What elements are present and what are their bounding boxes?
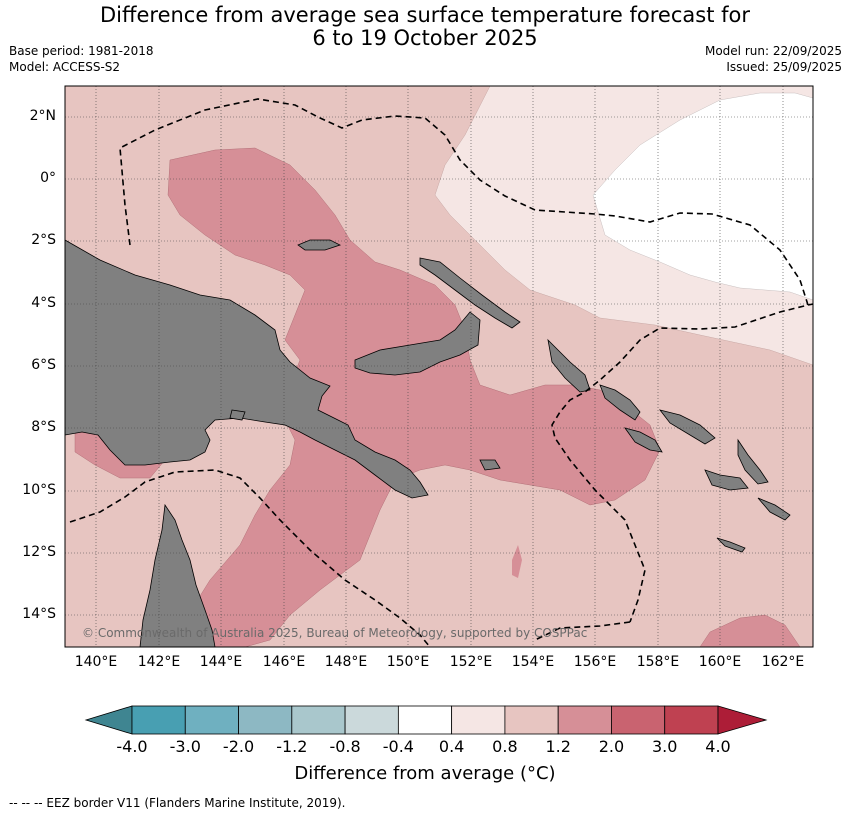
colorbar-segment xyxy=(131,705,186,735)
lat-label: 4°S xyxy=(31,295,56,311)
lon-label: 150°E xyxy=(386,654,430,670)
lat-label: 14°S xyxy=(22,606,56,622)
colorbar-tick-label: 1.2 xyxy=(545,737,571,756)
colorbar-tick-label: -0.4 xyxy=(382,737,414,756)
new-guinea-land xyxy=(65,239,429,499)
lat-label: 10°S xyxy=(22,482,56,498)
graticule xyxy=(65,86,813,647)
colorbar-title: Difference from average (°C) xyxy=(294,763,556,784)
lon-label: 142°E xyxy=(137,654,181,670)
colorbar-segment xyxy=(664,705,719,735)
colorbar-tick-label: -1.2 xyxy=(276,737,308,756)
title-line2: 6 to 19 October 2025 xyxy=(312,26,538,50)
anomaly-region-12-20 xyxy=(167,147,661,647)
colorbar-tick-label: 0.8 xyxy=(492,737,518,756)
colorbar-segment xyxy=(238,705,293,735)
lon-label: 158°E xyxy=(636,654,680,670)
eez-footnote: -- -- -- EEZ border V11 (Flanders Marine… xyxy=(9,796,346,810)
new-ireland-land xyxy=(419,257,521,329)
lon-label: 154°E xyxy=(511,654,555,670)
colorbar-segment xyxy=(611,705,666,735)
lat-label: 12°S xyxy=(22,544,56,560)
colorbar-extend-low xyxy=(84,705,133,735)
lon-label: 146°E xyxy=(262,654,306,670)
copyright-notice: © Commonwealth of Australia 2025, Bureau… xyxy=(82,626,588,640)
colorbar-tick-label: 3.0 xyxy=(651,737,678,756)
lon-label: 162°E xyxy=(761,654,805,670)
colorbar-tick-label: -3.0 xyxy=(169,737,201,756)
model-name: Model: ACCESS-S2 xyxy=(9,60,121,74)
colorbar-tick-label: 0.4 xyxy=(438,737,465,756)
lat-label: 0° xyxy=(40,170,56,186)
colorbar-tick-label: 2.0 xyxy=(598,737,625,756)
lon-label: 152°E xyxy=(449,654,493,670)
colorbar-segment xyxy=(291,705,346,735)
lon-label: 156°E xyxy=(573,654,617,670)
lat-label: 2°S xyxy=(31,232,56,248)
colorbar-segment xyxy=(397,705,453,735)
colorbar-extend-high xyxy=(717,705,768,735)
lat-label: 6°S xyxy=(31,357,56,373)
colorbar-tick-label: -0.8 xyxy=(329,737,361,756)
colorbar-segment xyxy=(504,705,559,735)
lat-label: 8°S xyxy=(31,419,56,435)
colorbar-tick-label: 4.0 xyxy=(705,737,731,756)
lat-label: 2°N xyxy=(29,108,56,124)
lon-label: 160°E xyxy=(698,654,742,670)
new-britain-land xyxy=(354,311,481,376)
colorbar-segment xyxy=(451,705,506,735)
lon-label: 140°E xyxy=(74,654,118,670)
colorbar xyxy=(84,705,768,735)
colorbar-segment xyxy=(557,705,612,735)
manus-island-land xyxy=(297,239,342,251)
lon-label: 144°E xyxy=(199,654,243,670)
eez-border xyxy=(69,98,813,647)
base-period: Base period: 1981-2018 xyxy=(9,44,154,58)
model-run: Model run: 22/09/2025 xyxy=(704,44,842,58)
title-line1: Difference from average sea surface temp… xyxy=(100,3,750,27)
issued-date: Issued: 25/09/2025 xyxy=(726,60,842,74)
anomaly-region-below-04 xyxy=(592,92,813,301)
colorbar-tick-label: -4.0 xyxy=(116,737,148,756)
map-frame xyxy=(64,85,814,648)
colorbar-segment xyxy=(344,705,399,735)
lon-label: 148°E xyxy=(324,654,368,670)
colorbar-tick-label: -2.0 xyxy=(222,737,255,756)
colorbar-segment xyxy=(184,705,239,735)
